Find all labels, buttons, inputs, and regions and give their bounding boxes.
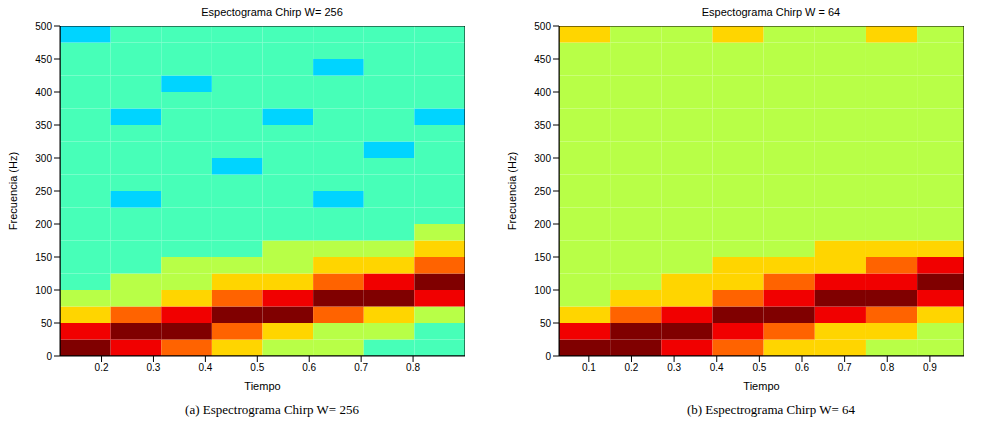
- svg-text:0.4: 0.4: [710, 362, 724, 373]
- svg-text:50: 50: [540, 318, 552, 329]
- svg-text:0.7: 0.7: [838, 362, 852, 373]
- html-text:(b) Espectrograma Chirp W= 64: (b) Espectrograma Chirp W= 64: [686, 402, 855, 417]
- svg-text:150: 150: [35, 252, 52, 263]
- svg-text:0.5: 0.5: [250, 362, 264, 373]
- svg-text:300: 300: [35, 153, 52, 164]
- svg-text:Tiempo: Tiempo: [743, 380, 779, 392]
- svg-text:0.3: 0.3: [667, 362, 681, 373]
- svg-text:450: 450: [534, 54, 551, 65]
- svg-text:0: 0: [545, 351, 551, 362]
- html-text:Espectograma Chirp W = 64: Espectograma Chirp W = 64: [701, 6, 841, 18]
- html-text:Espectograma Chirp W= 256: Espectograma Chirp W= 256: [201, 6, 343, 18]
- svg-text:300: 300: [534, 153, 551, 164]
- svg-text:350: 350: [534, 120, 551, 131]
- svg-text:500: 500: [534, 22, 551, 32]
- html-text:(a) Espectrograma Chirp W= 256: (a) Espectrograma Chirp W= 256: [185, 402, 359, 417]
- svg-text:400: 400: [35, 87, 52, 98]
- svg-text:0.8: 0.8: [406, 362, 420, 373]
- svg-text:0.2: 0.2: [95, 362, 109, 373]
- svg-text:350: 350: [35, 120, 52, 131]
- svg-text:250: 250: [35, 186, 52, 197]
- svg-text:0.2: 0.2: [625, 362, 639, 373]
- svg-text:0.8: 0.8: [880, 362, 894, 373]
- svg-text:Frecuencia (Hz): Frecuencia (Hz): [7, 152, 19, 230]
- svg-text:0.5: 0.5: [752, 362, 766, 373]
- svg-text:0: 0: [46, 351, 52, 362]
- svg-text:50: 50: [41, 318, 53, 329]
- svg-text:0.1: 0.1: [582, 362, 596, 373]
- svg-text:150: 150: [534, 252, 551, 263]
- svg-text:0.6: 0.6: [795, 362, 809, 373]
- svg-text:0.9: 0.9: [923, 362, 937, 373]
- svg-text:0.4: 0.4: [198, 362, 212, 373]
- svg-text:Tiempo: Tiempo: [244, 380, 280, 392]
- svg-text:450: 450: [35, 54, 52, 65]
- svg-text:200: 200: [534, 219, 551, 230]
- svg-text:0.3: 0.3: [147, 362, 161, 373]
- svg-text:250: 250: [534, 186, 551, 197]
- svg-text:0.7: 0.7: [354, 362, 368, 373]
- svg-text:100: 100: [534, 285, 551, 296]
- svg-text:Frecuencia (Hz): Frecuencia (Hz): [506, 152, 518, 230]
- svg-text:0.6: 0.6: [302, 362, 316, 373]
- svg-text:400: 400: [534, 87, 551, 98]
- svg-text:100: 100: [35, 285, 52, 296]
- svg-text:500: 500: [35, 22, 52, 32]
- svg-text:200: 200: [35, 219, 52, 230]
